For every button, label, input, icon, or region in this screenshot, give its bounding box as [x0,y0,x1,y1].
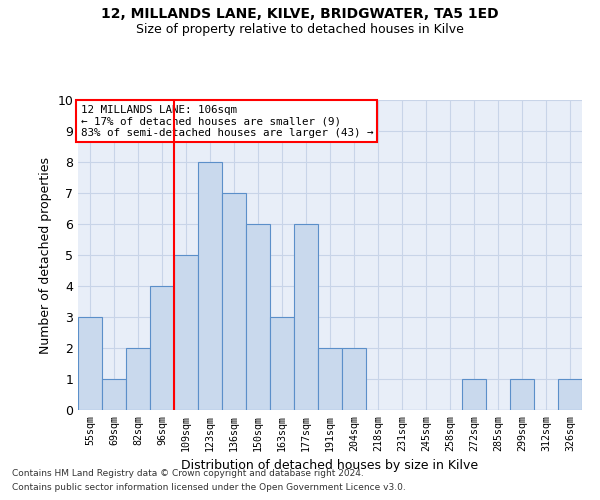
Bar [294,224,318,410]
Bar [342,348,366,410]
Bar [174,255,198,410]
Text: 12 MILLANDS LANE: 106sqm
← 17% of detached houses are smaller (9)
83% of semi-de: 12 MILLANDS LANE: 106sqm ← 17% of detach… [80,104,373,138]
Bar [246,224,270,410]
X-axis label: Distribution of detached houses by size in Kilve: Distribution of detached houses by size … [181,459,479,472]
Bar [222,193,246,410]
Bar [270,317,294,410]
Bar [198,162,222,410]
Bar [558,379,582,410]
Bar [78,317,102,410]
Bar [150,286,174,410]
Y-axis label: Number of detached properties: Number of detached properties [39,156,52,354]
Bar [126,348,150,410]
Text: Contains public sector information licensed under the Open Government Licence v3: Contains public sector information licen… [12,484,406,492]
Text: Size of property relative to detached houses in Kilve: Size of property relative to detached ho… [136,22,464,36]
Bar [462,379,486,410]
Text: 12, MILLANDS LANE, KILVE, BRIDGWATER, TA5 1ED: 12, MILLANDS LANE, KILVE, BRIDGWATER, TA… [101,8,499,22]
Bar [318,348,342,410]
Bar [102,379,126,410]
Text: Contains HM Land Registry data © Crown copyright and database right 2024.: Contains HM Land Registry data © Crown c… [12,468,364,477]
Bar [510,379,534,410]
